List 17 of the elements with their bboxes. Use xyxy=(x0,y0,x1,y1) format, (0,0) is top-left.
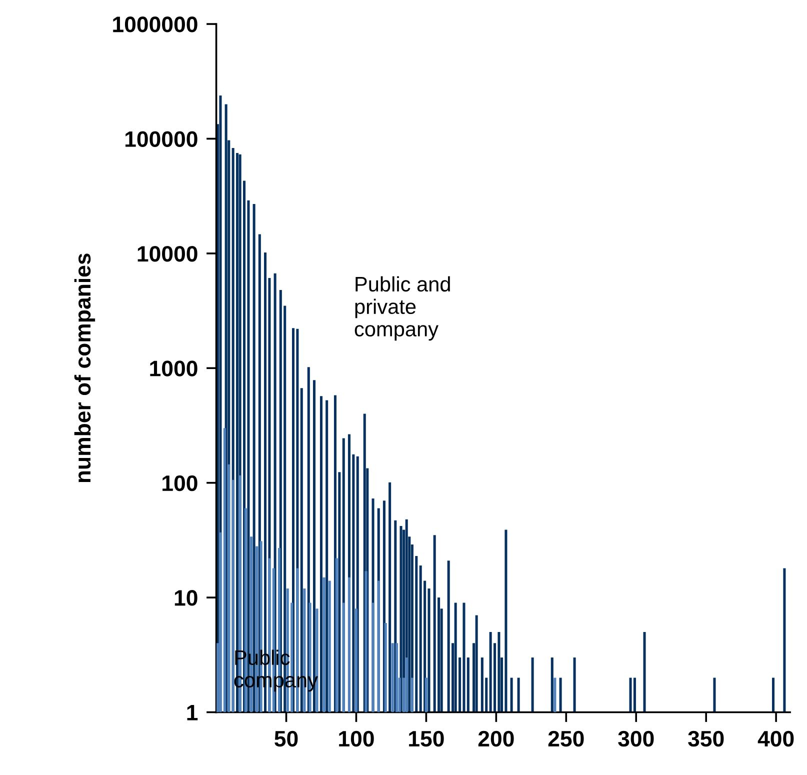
y-tick-label: 100000 xyxy=(125,131,198,147)
x-tick-label: 100 xyxy=(339,730,374,747)
y-tick-label: 10 xyxy=(174,590,198,606)
x-tick-label: 150 xyxy=(409,730,444,747)
x-tick-label: 400 xyxy=(758,730,794,747)
y-tick-label: 1 xyxy=(187,704,198,720)
y-tick-label: 1000 xyxy=(150,360,198,376)
x-tick-label: 300 xyxy=(618,730,654,747)
text: Public and private company xyxy=(354,276,450,341)
y-axis-title: number of companies xyxy=(74,254,96,482)
x-tick-label: 250 xyxy=(548,730,584,747)
y-tick-label: 100 xyxy=(162,475,198,492)
y-tick-label: 10000 xyxy=(138,246,198,262)
y-tick-label: 1000000 xyxy=(113,16,198,32)
x-tick-label: 200 xyxy=(478,730,514,747)
x-tick-label: 50 xyxy=(274,730,298,747)
x-tick-label: 350 xyxy=(688,730,724,747)
